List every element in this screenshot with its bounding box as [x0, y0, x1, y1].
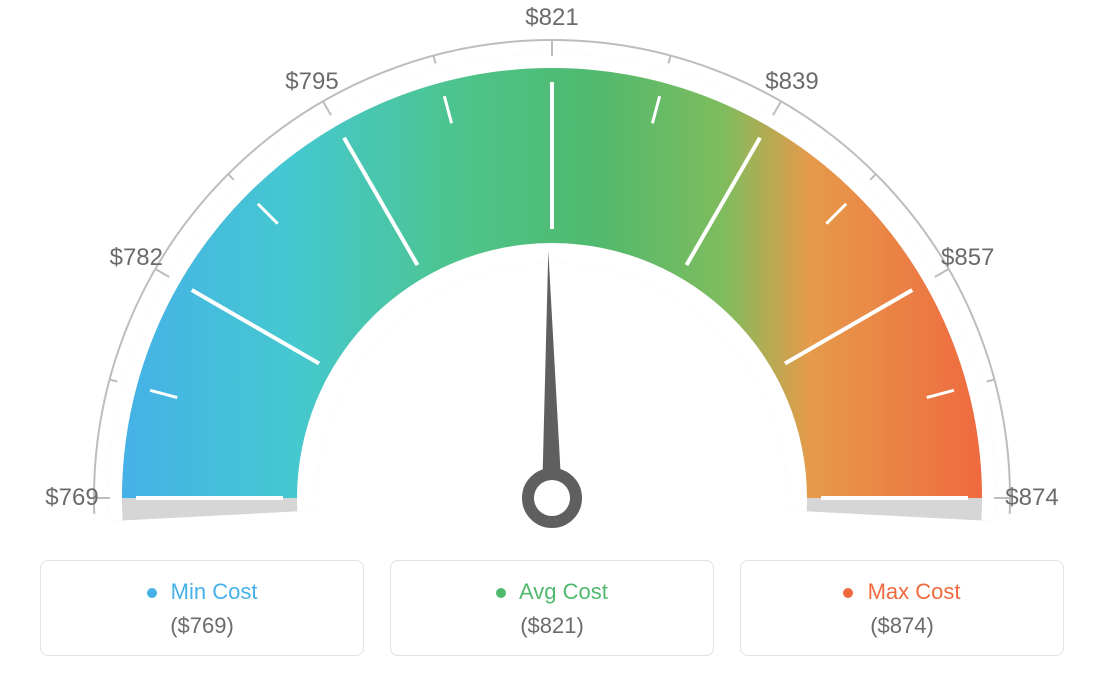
gauge-svg: [0, 0, 1104, 560]
min-cost-title: Min Cost: [51, 579, 353, 605]
gauge-tick-label: $874: [1005, 484, 1058, 512]
max-cost-title: Max Cost: [751, 579, 1053, 605]
max-cost-card: Max Cost ($874): [740, 560, 1064, 656]
cost-gauge: $769 $782 $795 $821 $839 $857 $874: [0, 0, 1104, 560]
max-cost-label: Max Cost: [868, 579, 961, 604]
avg-cost-label: Avg Cost: [519, 579, 608, 604]
max-dot-icon: [843, 588, 853, 598]
gauge-tick-label: $795: [285, 68, 338, 96]
min-cost-value: ($769): [51, 613, 353, 639]
avg-dot-icon: [496, 588, 506, 598]
avg-cost-card: Avg Cost ($821): [390, 560, 714, 656]
gauge-tick-label: $769: [45, 484, 98, 512]
min-cost-label: Min Cost: [171, 579, 258, 604]
min-dot-icon: [147, 588, 157, 598]
gauge-tick-label: $821: [525, 4, 578, 32]
min-cost-card: Min Cost ($769): [40, 560, 364, 656]
avg-cost-title: Avg Cost: [401, 579, 703, 605]
summary-cards: Min Cost ($769) Avg Cost ($821) Max Cost…: [0, 560, 1104, 656]
gauge-tick-label: $839: [765, 68, 818, 96]
gauge-tick-label: $782: [110, 244, 163, 272]
max-cost-value: ($874): [751, 613, 1053, 639]
gauge-tick-label: $857: [941, 244, 994, 272]
avg-cost-value: ($821): [401, 613, 703, 639]
